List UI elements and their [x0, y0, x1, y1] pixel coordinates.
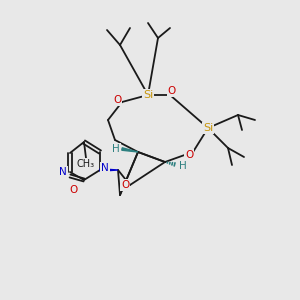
Text: N: N [59, 167, 67, 177]
Text: O: O [168, 86, 176, 96]
Text: Si: Si [143, 90, 153, 100]
Text: H: H [112, 144, 120, 154]
Text: O: O [70, 185, 78, 195]
Text: CH₃: CH₃ [77, 159, 95, 169]
Text: Si: Si [203, 123, 213, 133]
Text: O: O [113, 95, 121, 105]
Text: N: N [101, 163, 109, 173]
Text: O: O [185, 150, 193, 160]
Polygon shape [122, 148, 138, 152]
Text: H: H [179, 161, 187, 171]
Text: O: O [121, 180, 129, 190]
Polygon shape [100, 169, 118, 171]
